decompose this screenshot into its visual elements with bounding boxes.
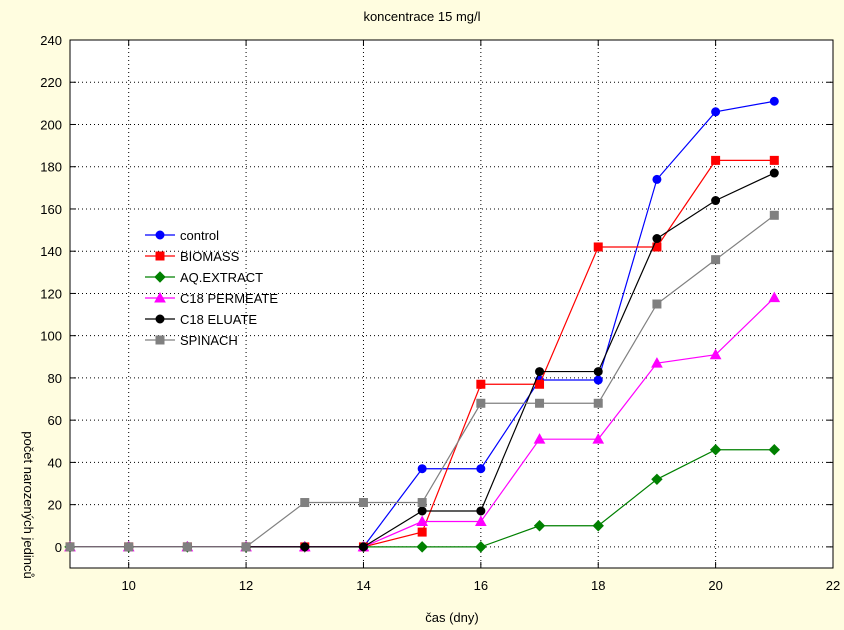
y-tick-label: 100 [40,329,62,344]
y-tick-label: 200 [40,117,62,132]
data-point [768,444,781,456]
legend-label: C18 ELUATE [180,312,257,327]
data-point [300,542,310,552]
legend-item: control [145,228,219,243]
data-point [358,542,368,552]
legend-marker [155,251,165,261]
data-point [651,473,663,486]
data-point [535,367,545,377]
data-point [652,299,662,309]
data-point [416,515,429,527]
legend-marker [154,291,166,303]
legend-marker [154,271,166,283]
data-point [593,367,603,377]
data-point [65,542,75,552]
x-tick-label: 22 [826,578,840,593]
data-point [652,234,662,244]
plot-area [69,39,834,569]
legend-marker [155,230,165,240]
ticks: 10 12 14 16 18 20 2202040608010012014016018020… [40,33,840,593]
y-axis-label: počet narozených jedinců [21,431,36,578]
x-axis-label: čas (dny) [425,610,478,625]
legend-marker [155,314,165,324]
data-point [476,398,486,408]
y-tick-label: 120 [40,286,62,301]
y-tick-label: 40 [48,455,62,470]
data-point [476,506,486,516]
legend-label: SPINACH [180,333,238,348]
data-point [533,433,546,444]
y-tick-label: 20 [48,498,62,513]
grid [70,39,834,568]
data-point [769,155,779,165]
legend-label: control [180,228,219,243]
data-point [711,107,721,117]
data-point [417,506,427,516]
data-point [711,196,721,206]
data-point [416,541,428,553]
data-point [593,375,603,385]
data-point [593,242,603,252]
x-tick-label: 14 [356,578,370,593]
x-tick-label: 18 [591,578,605,593]
legend-item: C18 PERMEATE [145,291,278,306]
data-point [769,96,779,106]
data-point [417,527,427,537]
legend-label: C18 PERMEATE [180,291,278,306]
chart-title: koncentrace 15 mg/l [363,9,480,24]
data-point [769,168,779,178]
data-point [300,498,310,508]
x-tick-label: 16 [474,578,488,593]
y-tick-label: 140 [40,244,62,259]
data-point [711,155,721,165]
data-point [358,498,368,508]
data-point [417,498,427,508]
x-tick-label: 10 [121,578,135,593]
y-tick-label: 80 [48,371,62,386]
data-point [476,379,486,389]
y-tick-label: 160 [40,202,62,217]
data-point [592,520,604,532]
data-point [593,398,603,408]
x-tick-label: 20 [708,578,722,593]
series-layer [64,96,781,553]
data-point [475,541,487,553]
legend-label: BIOMASS [180,249,240,264]
legend-marker [155,335,165,345]
data-point [182,542,192,552]
data-point [535,379,545,389]
data-point [535,398,545,408]
data-point [241,542,251,552]
data-point [709,444,722,456]
y-tick-label: 0 [55,540,62,555]
series-spinach [65,210,779,552]
y-tick-label: 180 [40,160,62,175]
data-point [417,464,427,474]
data-point [124,542,134,552]
legend-item: SPINACH [145,333,238,348]
legend-item: C18 ELUATE [145,312,257,327]
y-tick-label: 240 [40,33,62,48]
data-point [533,520,546,532]
x-tick-label: 12 [239,578,253,593]
data-point [652,174,662,184]
data-point [711,255,721,265]
data-point [651,357,663,368]
data-point [476,464,486,474]
legend-label: AQ.EXTRACT [180,270,263,285]
data-point [769,210,779,220]
y-tick-label: 220 [40,75,62,90]
legend: control BIOMASS AQ.EXTRACT C18 PERMEATE C18 … [145,228,278,348]
legend-item: BIOMASS [145,249,240,264]
data-point [592,433,605,444]
data-point [474,515,487,527]
data-point [768,291,781,303]
data-point [709,348,722,360]
legend-item: AQ.EXTRACT [145,270,263,285]
y-tick-label: 60 [48,413,62,428]
